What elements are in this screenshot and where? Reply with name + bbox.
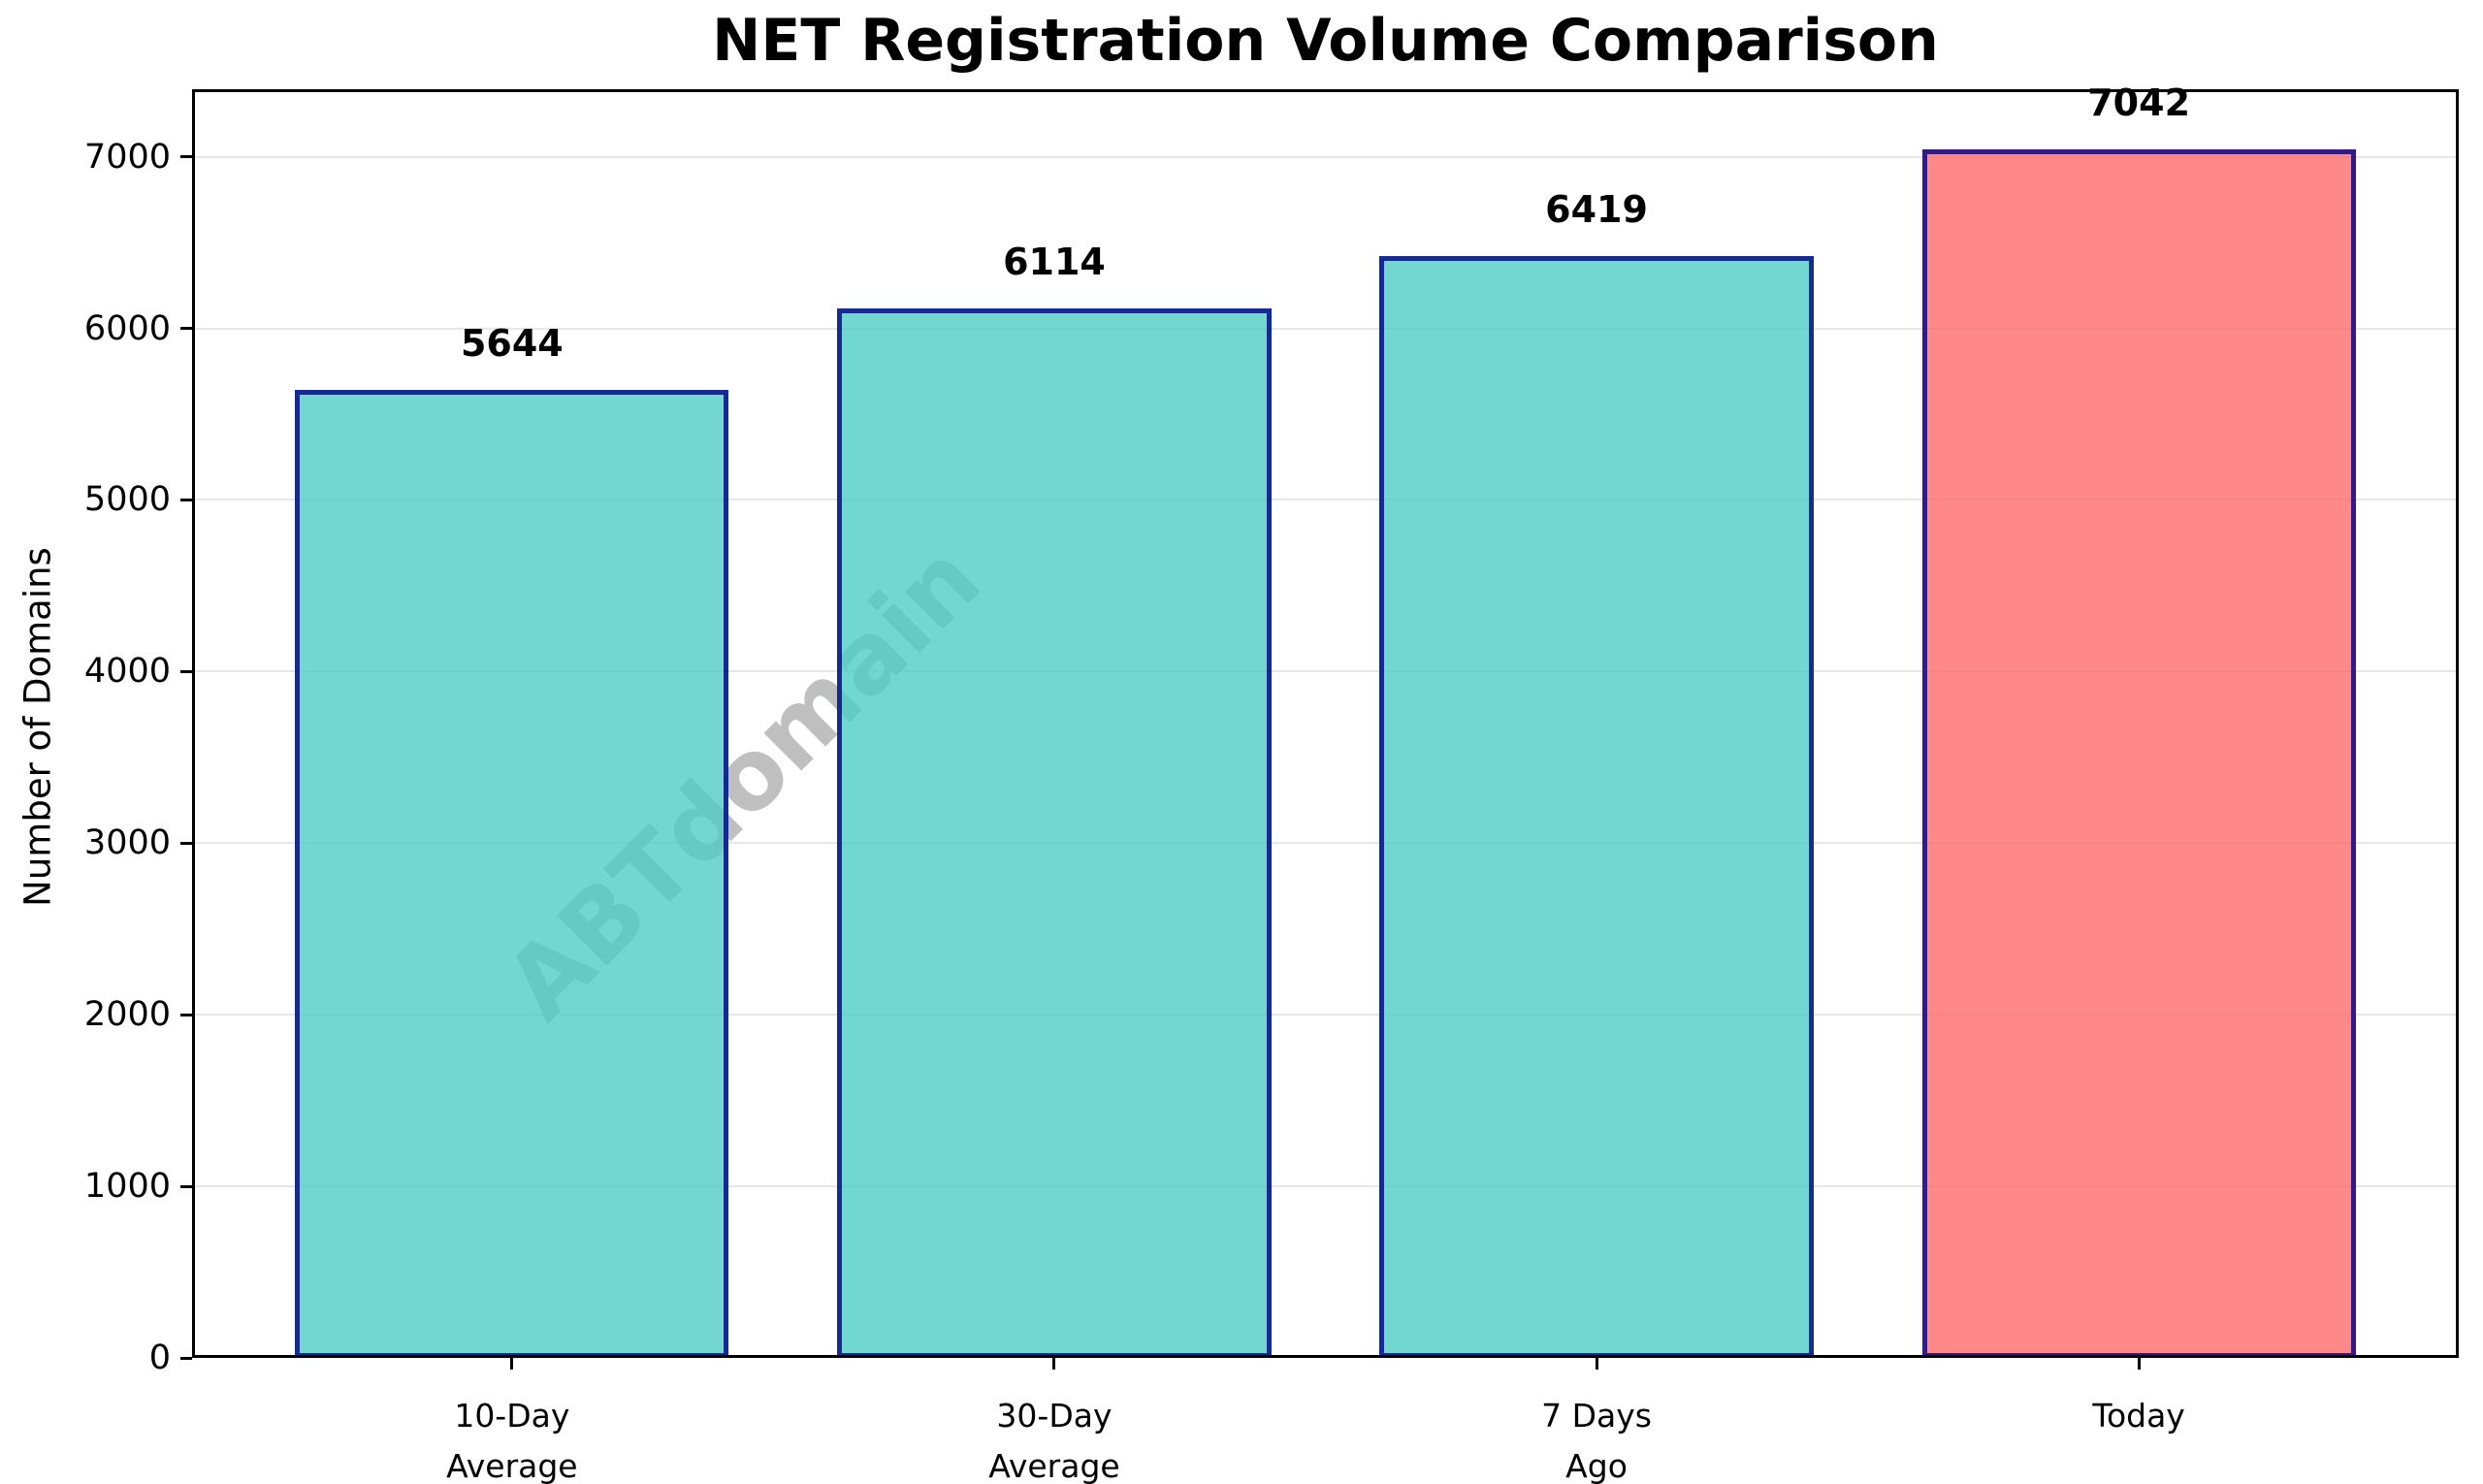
x-tick-label: 30-Day Average [988, 1397, 1120, 1484]
bar-value-label: 5644 [460, 321, 564, 365]
gridline-5000 [192, 499, 2459, 501]
y-tick-mark [180, 1184, 192, 1188]
gridline-6000 [192, 327, 2459, 330]
y-tick-label: 5000 [83, 480, 171, 520]
gridline-2000 [192, 1014, 2459, 1016]
y-tick-label: 4000 [83, 652, 171, 692]
y-tick-mark [180, 327, 192, 331]
x-tick-label: Today [2092, 1397, 2185, 1435]
bar-value-label: 6419 [1545, 188, 1648, 232]
x-tick-mark [1595, 1358, 1598, 1370]
gridline-3000 [192, 842, 2459, 845]
x-tick-mark [2137, 1358, 2141, 1370]
x-tick-label: 7 Days Ago [1541, 1397, 1652, 1484]
y-tick-mark [180, 1013, 192, 1016]
y-tick-mark [180, 669, 192, 673]
bar-value-label: 6114 [1003, 241, 1106, 284]
plot-area: ABTdomain 5644 6114 6419 7042 [192, 81, 2459, 1358]
y-tick-mark [180, 498, 192, 501]
bar-value-label: 7042 [2087, 81, 2191, 125]
y-tick-mark [180, 155, 192, 159]
y-tick-label: 7000 [83, 137, 171, 177]
x-tick-mark [1052, 1358, 1056, 1370]
y-tick-label: 3000 [83, 823, 171, 863]
bar-10-day-average [295, 389, 729, 1358]
gridline-4000 [192, 670, 2459, 673]
chart-title: NET Registration Volume Comparison [712, 7, 1939, 75]
y-axis-label: Number of Domains [16, 547, 59, 907]
gridline-1000 [192, 1185, 2459, 1188]
gridline-7000 [192, 155, 2459, 158]
y-tick-label: 0 [148, 1339, 171, 1377]
y-tick-mark [180, 1356, 192, 1360]
bar-30-day-average [837, 308, 1272, 1358]
x-tick-label: 10-Day Average [446, 1397, 578, 1484]
y-tick-label: 6000 [83, 308, 171, 348]
y-tick-label: 2000 [83, 995, 171, 1035]
y-tick-label: 1000 [83, 1167, 171, 1207]
x-tick-mark [510, 1358, 514, 1370]
y-tick-mark [180, 841, 192, 845]
bar-today [1921, 149, 2356, 1358]
bar-7-days-ago [1379, 256, 1814, 1358]
